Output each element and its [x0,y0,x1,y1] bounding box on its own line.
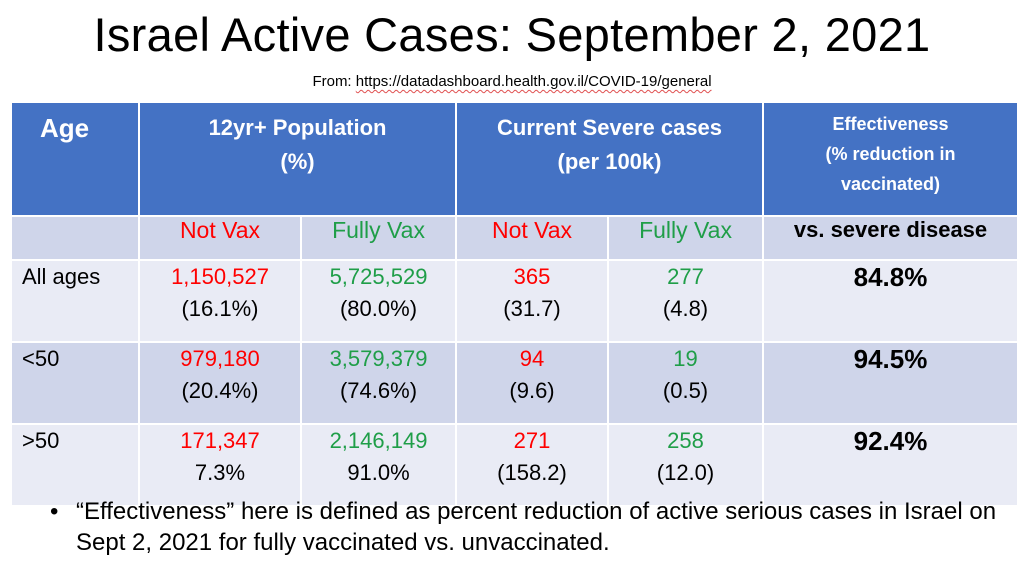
fully-vax-pop-value: 5,725,529 [329,264,428,289]
not-vax-pop-value: 1,150,527 [171,264,269,289]
fully-vax-severe-value: 258 [667,428,704,453]
page-title: Israel Active Cases: September 2, 2021 [93,8,931,61]
subheader-vs-severe: vs. severe disease [762,215,1020,261]
fully-vax-pop-pct: 91.0% [347,460,410,485]
fully-vax-pop-value: 3,579,379 [329,346,428,371]
header-population-line2: (%) [280,149,315,174]
table-row: >50 171,347 7.3% 2,146,149 91.0% 271 (15… [10,423,1020,507]
age-cell: <50 [10,341,140,425]
header-effectiveness: Effectiveness (% reduction in vaccinated… [762,101,1020,217]
not-vax-pop-pct: 7.3% [194,460,246,485]
bullet-icon: • [50,498,59,525]
table-row: All ages 1,150,527 (16.1%) 5,725,529 (80… [10,259,1020,343]
subheader-not-vax-severe: Not Vax [455,215,610,261]
not-vax-pop-cell: 1,150,527 (16.1%) [138,259,302,343]
not-vax-severe-rate: (9.6) [509,378,555,403]
not-vax-severe-cell: 365 (31.7) [455,259,610,343]
fully-vax-severe-cell: 19 (0.5) [607,341,765,425]
subheader-fully-vax-severe: Fully Vax [607,215,765,261]
cases-table: Age 12yr+ Population (%) Current Severe … [10,101,1020,507]
header-population-line1: 12yr+ Population [208,115,387,140]
not-vax-severe-value: 365 [513,264,551,289]
header-eff-line3: vaccinated) [840,174,941,194]
effectiveness-cell: 92.4% [762,423,1020,507]
fully-vax-severe-value: 19 [673,346,698,371]
footnote-text: “Effectiveness” here is defined as perce… [76,498,997,556]
header-row: Age 12yr+ Population (%) Current Severe … [10,101,1020,217]
source-url: https://datadashboard.health.gov.il/COVI… [355,73,712,90]
age-cell: All ages [10,259,140,343]
not-vax-pop-cell: 171,347 7.3% [138,423,302,507]
header-age: Age [10,101,140,217]
fully-vax-severe-rate: (12.0) [656,460,715,485]
not-vax-pop-pct: (16.1%) [181,296,259,321]
table-row: <50 979,180 (20.4%) 3,579,379 (74.6%) 94… [10,341,1020,425]
not-vax-severe-value: 271 [513,428,551,453]
fully-vax-pop-pct: (74.6%) [339,378,418,403]
not-vax-pop-cell: 979,180 (20.4%) [138,341,302,425]
header-eff-line2: (% reduction in [825,144,956,164]
subheader-row: Not Vax Fully Vax Not Vax Fully Vax vs. … [10,215,1020,261]
subheader-not-vax-pop: Not Vax [138,215,302,261]
subheader-empty [10,215,140,261]
not-vax-pop-value: 979,180 [180,346,260,371]
source-line: From: https://datadashboard.health.gov.i… [0,72,1024,92]
header-population: 12yr+ Population (%) [137,101,458,217]
effectiveness-cell: 94.5% [762,341,1020,425]
fully-vax-pop-cell: 5,725,529 (80.0%) [299,259,458,343]
source-prefix: From: [312,73,356,90]
not-vax-pop-pct: (20.4%) [181,378,259,403]
fully-vax-pop-cell: 2,146,149 91.0% [299,423,458,507]
fully-vax-pop-pct: (80.0%) [339,296,418,321]
header-severe-line2: (per 100k) [557,149,662,174]
fully-vax-severe-rate: (4.8) [662,296,709,321]
fully-vax-severe-value: 277 [667,264,704,289]
header-severe-line1: Current Severe cases [497,115,723,140]
not-vax-severe-rate: (31.7) [503,296,561,321]
fully-vax-pop-cell: 3,579,379 (74.6%) [299,341,458,425]
not-vax-severe-cell: 94 (9.6) [455,341,610,425]
not-vax-severe-cell: 271 (158.2) [455,423,610,507]
not-vax-pop-value: 171,347 [180,428,260,453]
header-eff-line1: Effectiveness [832,114,949,134]
fully-vax-severe-cell: 258 (12.0) [607,423,765,507]
not-vax-severe-rate: (158.2) [497,460,567,485]
footnote: • “Effectiveness” here is defined as per… [50,496,1010,558]
fully-vax-pop-value: 2,146,149 [329,428,428,453]
not-vax-severe-value: 94 [519,346,545,371]
fully-vax-severe-cell: 277 (4.8) [607,259,765,343]
age-cell: >50 [10,423,140,507]
header-severe: Current Severe cases (per 100k) [455,101,765,217]
subheader-fully-vax-pop: Fully Vax [299,215,458,261]
effectiveness-cell: 84.8% [762,259,1020,343]
fully-vax-severe-rate: (0.5) [662,378,709,403]
